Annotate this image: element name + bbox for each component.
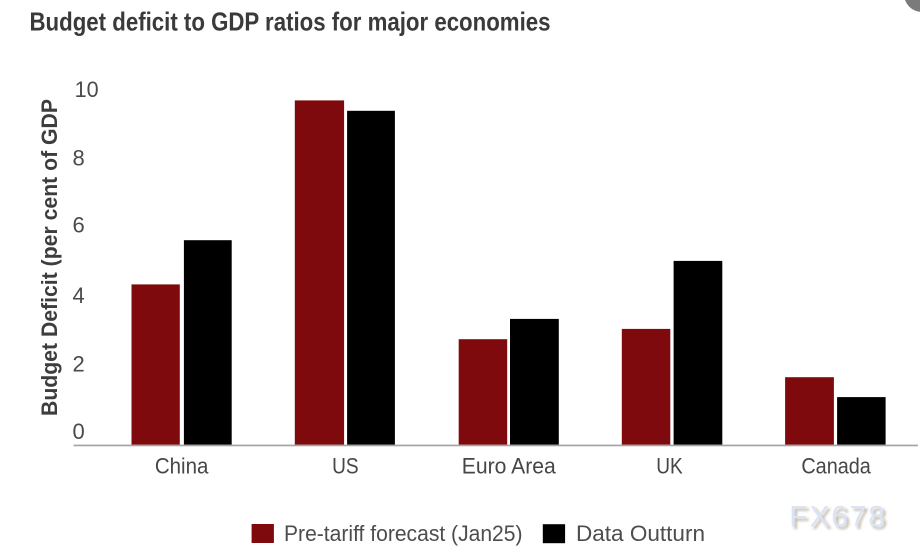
svg-text:FX678: FX678 <box>789 501 887 534</box>
svg-text:4: 4 <box>73 283 85 308</box>
svg-text:US: US <box>332 454 359 479</box>
svg-text:0: 0 <box>73 419 85 444</box>
svg-text:China: China <box>155 454 209 479</box>
svg-text:Pre-tariff forecast (Jan25): Pre-tariff forecast (Jan25) <box>284 521 523 546</box>
svg-text:6: 6 <box>73 213 85 238</box>
svg-text:2: 2 <box>73 351 85 376</box>
svg-text:Canada: Canada <box>801 454 871 479</box>
svg-text:Data Outturn: Data Outturn <box>576 521 705 546</box>
svg-text:Budget Deficit (per cent of GD: Budget Deficit (per cent of GDP <box>37 99 62 416</box>
svg-text:Euro Area: Euro Area <box>462 454 557 479</box>
svg-text:10: 10 <box>75 77 99 102</box>
svg-text:Budget deficit to GDP ratios f: Budget deficit to GDP ratios for major e… <box>30 9 551 37</box>
svg-text:FX678: FX678 <box>792 503 890 536</box>
svg-text:UK: UK <box>656 454 683 479</box>
svg-text:8: 8 <box>73 145 85 170</box>
